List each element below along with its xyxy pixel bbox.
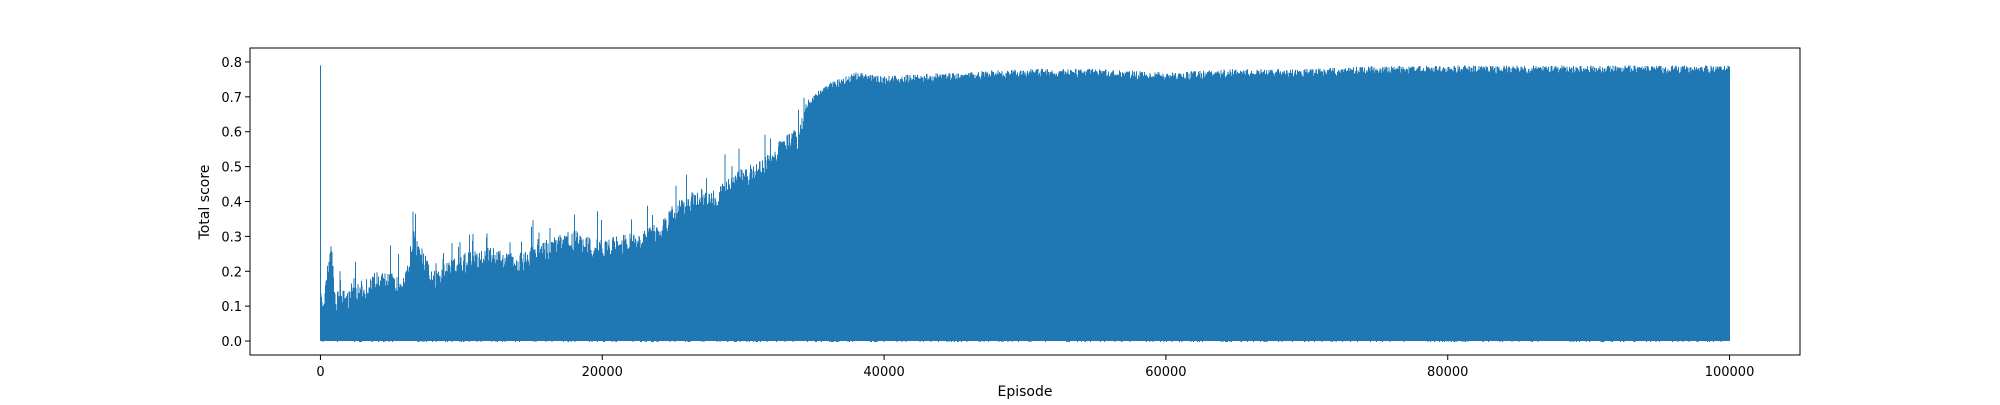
series-line xyxy=(320,65,1730,342)
y-tick-label: 0.5 xyxy=(221,161,242,176)
y-tick-label: 0.6 xyxy=(221,126,242,141)
x-axis-label: Episode xyxy=(998,384,1053,400)
x-tick-label: 100000 xyxy=(1705,365,1755,380)
y-tick-label: 0.1 xyxy=(221,300,242,315)
y-tick-label: 0.3 xyxy=(221,230,242,245)
x-tick-label: 20000 xyxy=(582,365,623,380)
y-tick-label: 0.2 xyxy=(221,265,242,280)
y-tick-label: 0.0 xyxy=(221,335,242,350)
y-tick-label: 0.7 xyxy=(221,91,242,106)
x-tick-label: 80000 xyxy=(1427,365,1468,380)
y-tick-label: 0.4 xyxy=(221,196,242,211)
x-tick-label: 60000 xyxy=(1145,365,1186,380)
series-layer xyxy=(320,65,1730,342)
x-tick-label: 40000 xyxy=(863,365,904,380)
y-tick-label: 0.8 xyxy=(221,56,242,71)
x-tick-label: 0 xyxy=(316,365,324,380)
x-axis: 0 20000 40000 60000 80000 100000 xyxy=(316,355,1754,380)
y-axis: 0.0 0.1 0.2 0.3 0.4 0.5 0.6 0.7 0.8 xyxy=(221,56,250,350)
y-axis-label: Total score xyxy=(197,165,213,241)
